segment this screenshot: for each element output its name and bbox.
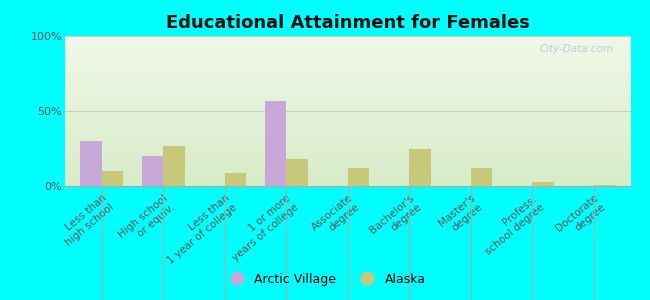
Bar xyxy=(410,148,431,186)
Bar xyxy=(532,182,554,186)
Bar xyxy=(348,168,369,186)
Text: City-Data.com: City-Data.com xyxy=(540,44,614,53)
Bar xyxy=(265,100,286,186)
Bar xyxy=(286,159,308,186)
Bar xyxy=(225,172,246,186)
Legend: Arctic Village, Alaska: Arctic Village, Alaska xyxy=(219,268,431,291)
Bar xyxy=(163,146,185,186)
Title: Educational Attainment for Females: Educational Attainment for Females xyxy=(166,14,530,32)
Bar xyxy=(102,171,124,186)
Bar xyxy=(471,168,492,186)
Bar xyxy=(81,141,102,186)
Bar xyxy=(593,184,615,186)
Bar xyxy=(142,156,163,186)
